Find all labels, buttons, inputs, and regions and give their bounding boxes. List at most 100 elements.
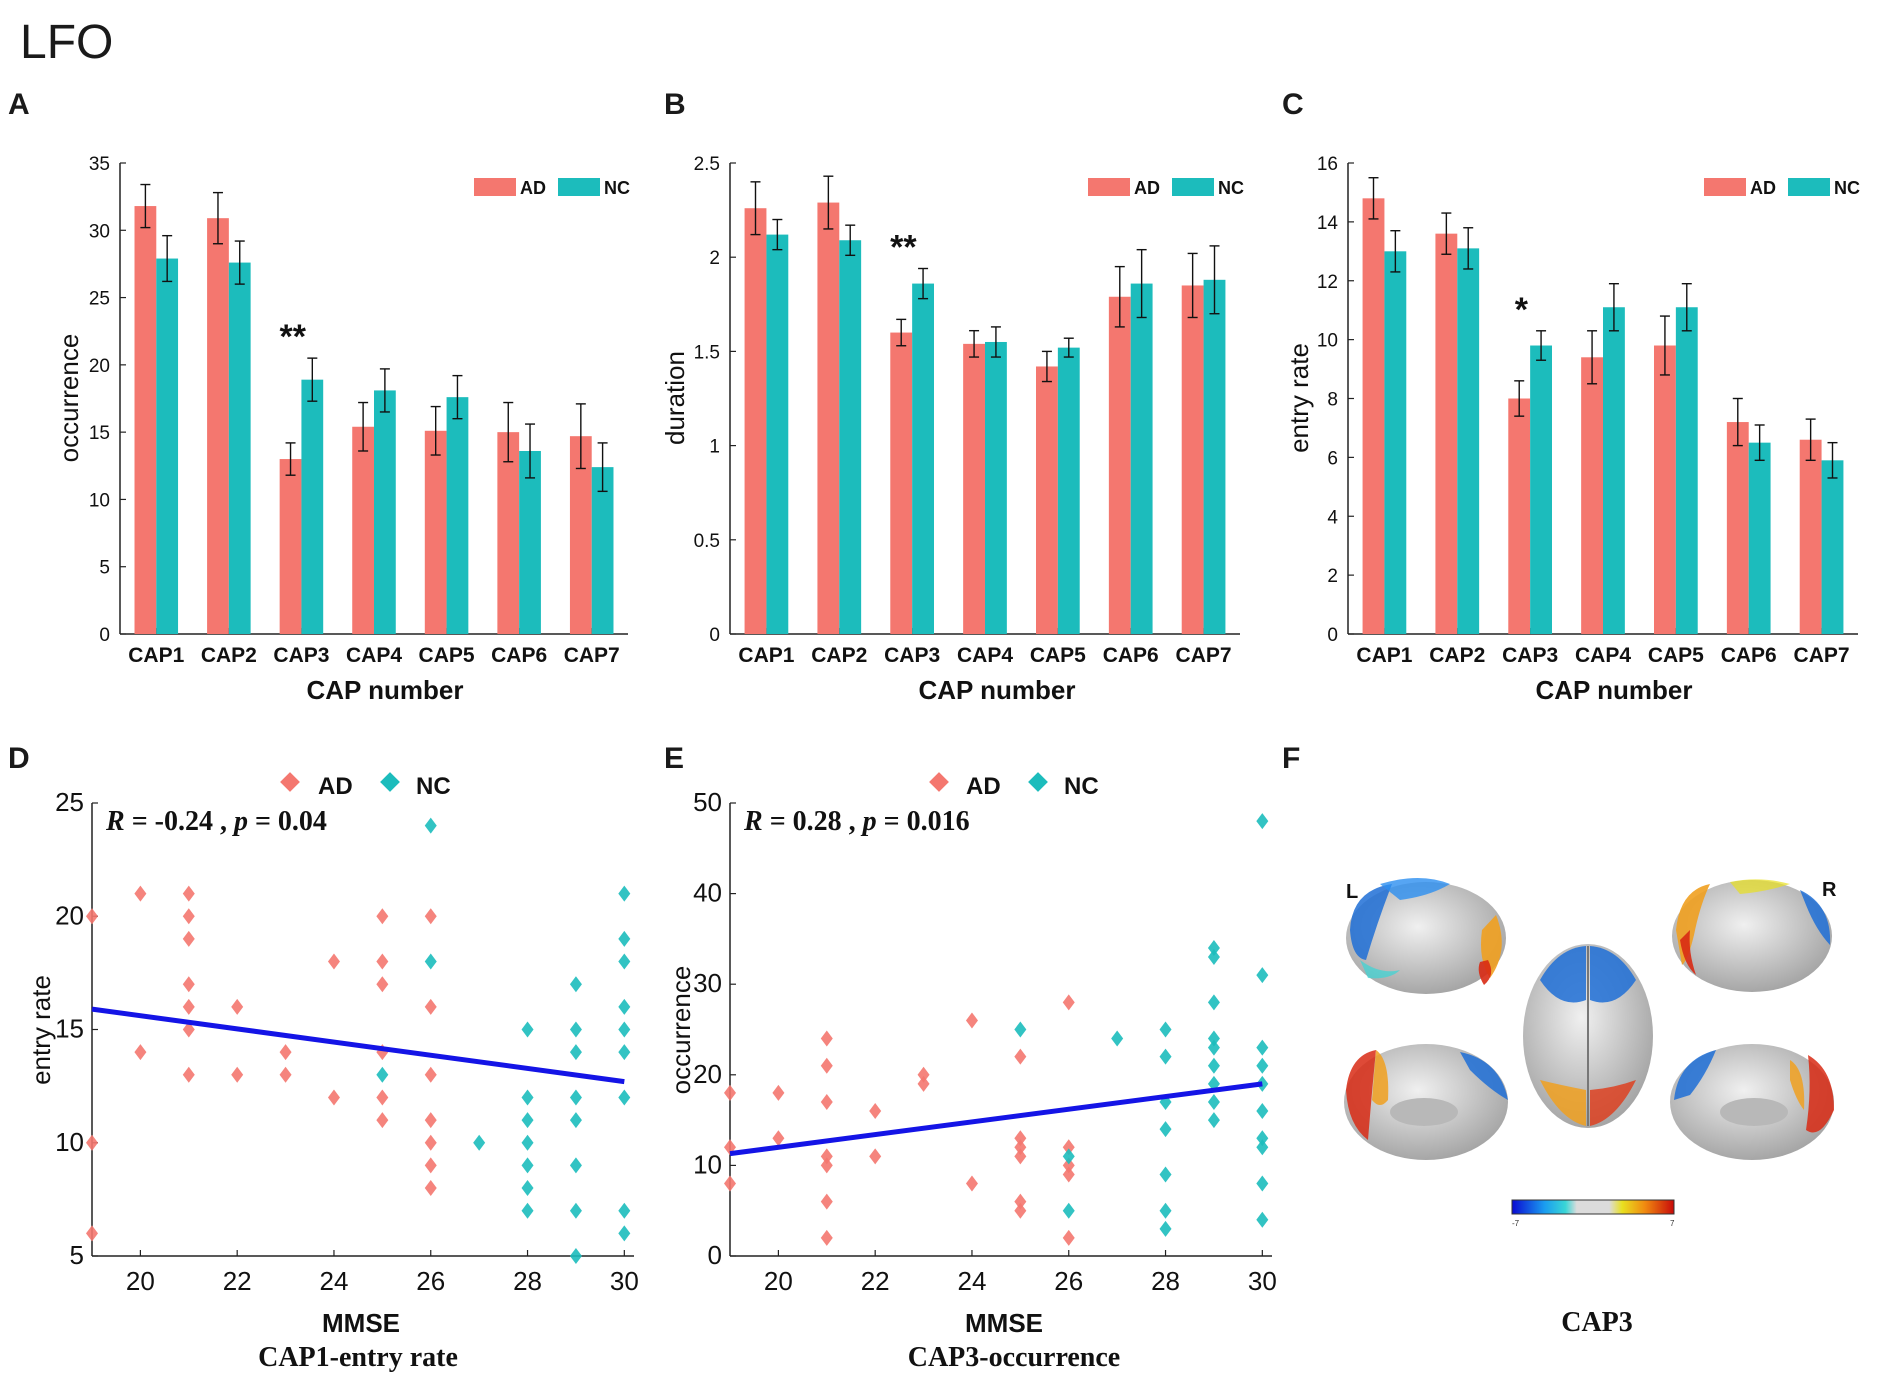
stat-r-value: = 0.28 ,: [763, 806, 863, 837]
x-tick-label: CAP7: [564, 644, 620, 667]
scatter-point-nc: [521, 1180, 534, 1197]
scatter-point-ad: [1014, 1193, 1027, 1210]
bar-ad-cap3: [279, 459, 302, 634]
scatter-point-nc: [1207, 1057, 1220, 1074]
bar-ad-cap6: [497, 432, 520, 634]
scatter-point-nc: [1159, 1202, 1172, 1219]
scatter-point-ad: [231, 1066, 244, 1083]
y-tick-label: 0: [709, 625, 720, 646]
scatter-point-nc: [618, 998, 631, 1015]
legend-label-nc: NC: [416, 773, 451, 800]
bar-ad-cap5: [1654, 345, 1676, 634]
legend-swatch-nc: [558, 178, 600, 196]
bar-nc-cap1: [1384, 251, 1407, 634]
bar-nc-cap3: [912, 283, 934, 634]
y-tick-label: 15: [55, 1014, 84, 1044]
scatter-point-ad: [724, 1084, 736, 1101]
legend-marker-nc: [380, 772, 400, 792]
scatter-point-ad: [182, 908, 195, 925]
scatter-point-nc: [1111, 1030, 1124, 1047]
scatter-point-ad: [424, 1157, 437, 1174]
legend-label-ad: AD: [1134, 178, 1160, 198]
scatter-point-ad: [182, 1021, 195, 1038]
scatter-point-nc: [1207, 1030, 1220, 1047]
y-tick-label: 5: [99, 558, 110, 579]
bar-nc-cap7: [1821, 460, 1844, 634]
bar-ad-cap2: [817, 202, 840, 634]
legend-marker-nc: [1028, 772, 1048, 792]
scatter-point-ad: [1062, 1229, 1075, 1246]
legend-label-nc: NC: [1834, 178, 1860, 198]
y-tick-label: 8: [1327, 390, 1338, 411]
x-tick-label: CAP5: [1648, 644, 1704, 667]
colorbar-min-label: -7: [1512, 1219, 1520, 1228]
scatter-point-ad: [86, 1225, 98, 1242]
bar-ad-cap4: [352, 426, 374, 634]
stat-p-label: p: [232, 806, 248, 837]
legend-label-ad: AD: [520, 178, 546, 198]
bar-nc-cap1: [156, 258, 179, 634]
bar-ad-cap1: [134, 206, 157, 634]
scatter-point-ad: [424, 1066, 437, 1083]
legend-marker-ad: [280, 772, 300, 792]
scatter-point-ad: [134, 1044, 147, 1061]
scatter-point-nc: [569, 1112, 582, 1129]
scatter-point-ad: [376, 953, 389, 970]
bar-ad-cap7: [569, 436, 592, 634]
legend-swatch-ad: [1088, 178, 1130, 196]
bar-ad-cap7: [1181, 285, 1204, 634]
scatter-point-nc: [1256, 1130, 1269, 1147]
stat-r-label: R: [743, 806, 763, 837]
scatter-point-nc: [1159, 1166, 1172, 1183]
stat-p-value: = 0.016: [877, 806, 970, 837]
x-axis-label: CAP number: [307, 675, 464, 705]
scatter-point-nc: [1159, 1220, 1172, 1237]
x-tick-label: CAP4: [957, 644, 1013, 667]
scatter-point-nc: [569, 976, 582, 993]
y-tick-label: 10: [89, 490, 110, 511]
y-tick-label: 20: [89, 356, 110, 377]
scatter-point-nc: [1256, 1039, 1269, 1056]
legend-label-nc: NC: [604, 178, 630, 198]
scatter-point-nc: [424, 817, 437, 834]
x-tick-label: CAP6: [491, 644, 547, 667]
brain-caption: CAP3: [1561, 1307, 1633, 1338]
scatter-point-nc: [1207, 949, 1220, 966]
x-tick-label: CAP1: [128, 644, 184, 667]
panel-label-d: D: [8, 742, 30, 775]
y-tick-label: 6: [1327, 448, 1338, 469]
y-tick-label: 35: [89, 154, 110, 175]
y-tick-label: 2.5: [694, 154, 720, 175]
scatter-point-ad: [231, 998, 244, 1015]
scatter-point-nc: [1159, 1121, 1172, 1138]
panel-label-f: F: [1282, 742, 1300, 775]
x-tick-label: CAP5: [419, 644, 475, 667]
scatter-point-ad: [182, 930, 195, 947]
x-axis-label: MMSE: [965, 1308, 1043, 1338]
x-tick-label: CAP4: [346, 644, 402, 667]
y-tick-label: 40: [693, 878, 722, 908]
x-tick-label: 30: [610, 1266, 639, 1296]
bar-nc-cap4: [374, 390, 396, 634]
scatter-point-ad: [134, 885, 147, 902]
scatter-point-nc: [1256, 1175, 1269, 1192]
scatter-point-ad: [965, 1012, 978, 1029]
scatter-point-ad: [724, 1175, 736, 1192]
bar-nc-cap6: [519, 450, 541, 634]
x-axis-label: CAP number: [919, 675, 1076, 705]
scatter-point-nc: [618, 953, 631, 970]
y-tick-label: 30: [89, 221, 110, 242]
y-axis-label: entry rate: [26, 975, 56, 1085]
panel-d-scatter-chart: D entry rate MMSE CAP1-entry rate AD NC …: [8, 742, 639, 1373]
colorbar: [1511, 1199, 1675, 1215]
y-tick-label: 16: [1317, 154, 1338, 175]
chart-subtitle: CAP3-occurrence: [908, 1342, 1121, 1373]
x-tick-label: CAP2: [811, 644, 867, 667]
bar-nc-cap6: [1748, 442, 1771, 634]
significance-marker: **: [890, 229, 917, 267]
y-tick-label: 30: [693, 968, 722, 998]
x-tick-label: 26: [1054, 1266, 1083, 1296]
x-tick-label: 22: [223, 1266, 252, 1296]
scatter-point-ad: [772, 1130, 785, 1147]
